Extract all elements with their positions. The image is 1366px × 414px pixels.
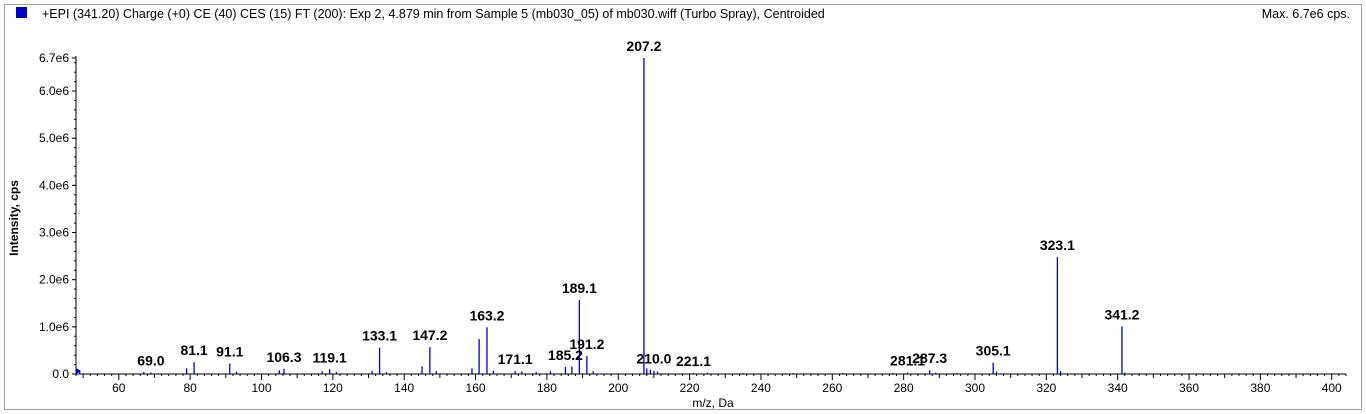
x-tick-label: 220 [680, 381, 700, 395]
peak-label: 210.0 [636, 351, 671, 367]
x-tick-label: 240 [751, 381, 771, 395]
x-tick-label: 400 [1322, 381, 1342, 395]
x-tick-label: 260 [822, 381, 842, 395]
peak-label: 281.1 [890, 353, 925, 369]
peak-label: 147.2 [412, 327, 447, 343]
peak-label: 341.2 [1104, 306, 1139, 322]
peak-labels: 69.0 81.1 91.1 106.3 119.1 133.1 147.2 163.2 171… [137, 38, 1139, 369]
peaks [78, 58, 1126, 374]
peak-label: 323.1 [1040, 237, 1075, 253]
peak-label: 69.0 [137, 353, 164, 369]
x-tick-label: 280 [894, 381, 914, 395]
peak-label: 171.1 [498, 351, 533, 367]
spectrum-title: +EPI (341.20) Charge (+0) CE (40) CES (1… [42, 7, 825, 21]
y-tick-label: 3.0e6 [39, 226, 69, 240]
axes: 60 80 100 120 140 160 180 200 220 240 260 280 300 320… [39, 51, 1347, 395]
x-tick-label: 140 [394, 381, 414, 395]
peak-label: 106.3 [266, 349, 301, 365]
x-tick-label: 200 [608, 381, 628, 395]
x-tick-label: 180 [537, 381, 557, 395]
spectrum-panel [4, 4, 1362, 410]
x-tick-label: 300 [965, 381, 985, 395]
peak-label: 191.2 [569, 336, 604, 352]
y-tick-label: 4.0e6 [39, 178, 69, 192]
y-tick-label: 5.0e6 [39, 131, 69, 145]
x-axis-title: m/z, Da [692, 396, 734, 410]
peak-label: 189.1 [562, 280, 597, 296]
peak-label: 207.2 [626, 38, 661, 54]
x-tick-label: 320 [1036, 381, 1056, 395]
peak-label: 163.2 [469, 307, 504, 323]
y-tick-label: 2.0e6 [39, 273, 69, 287]
x-tick-label: 380 [1250, 381, 1270, 395]
y-tick-label: 6.0e6 [39, 84, 69, 98]
peak-label: 133.1 [362, 328, 397, 344]
x-tick-label: 100 [251, 381, 271, 395]
peak-label: 81.1 [180, 342, 207, 358]
x-tick-label: 80 [183, 381, 197, 395]
max-intensity-label: Max. 6.7e6 cps. [1261, 7, 1350, 21]
peak-label: 119.1 [313, 349, 347, 365]
peak-label: 91.1 [216, 344, 243, 360]
peak-label: 185.2 [548, 347, 583, 363]
x-tick-label: 160 [466, 381, 486, 395]
range-marker-icon [76, 368, 81, 374]
y-tick-label: 1.0e6 [39, 320, 69, 334]
x-tick-label: 120 [323, 381, 343, 395]
y-tick-label: 0.0 [52, 367, 69, 381]
peak-label: 287.3 [912, 350, 947, 366]
y-axis-title: Intensity, cps [7, 180, 21, 256]
x-tick-label: 360 [1179, 381, 1199, 395]
x-tick-label: 340 [1108, 381, 1128, 395]
peak-label: 305.1 [976, 343, 1011, 359]
y-tick-label: 6.7e6 [39, 51, 69, 65]
x-tick-label: 60 [112, 381, 126, 395]
series-color-swatch [16, 7, 27, 18]
peak-label: 221.1 [676, 353, 711, 369]
